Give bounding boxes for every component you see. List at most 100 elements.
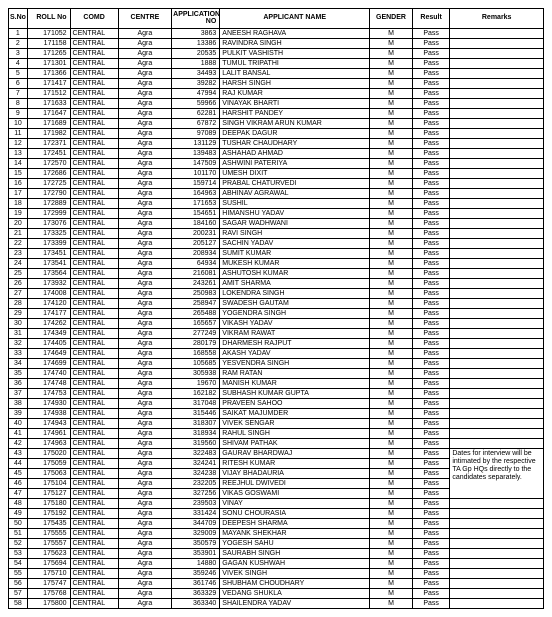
cell-app: 171653 — [172, 198, 220, 208]
table-row: 3171265CENTRALAgra20535PULKIT VASHISTHMP… — [9, 48, 544, 58]
cell-centre: Agra — [118, 338, 172, 348]
cell-gender: M — [370, 488, 413, 498]
cell-gender: M — [370, 148, 413, 158]
header-app: APPLICATION NO — [172, 9, 220, 29]
cell-gender: M — [370, 268, 413, 278]
cell-roll: 172889 — [27, 198, 70, 208]
cell-gender: M — [370, 328, 413, 338]
cell-name: YOGESH SAHU — [220, 538, 370, 548]
cell-remarks — [450, 258, 544, 268]
cell-comd: CENTRAL — [70, 208, 118, 218]
cell-gender: M — [370, 58, 413, 68]
cell-app: 265488 — [172, 308, 220, 318]
cell-centre: Agra — [118, 188, 172, 198]
cell-sno: 52 — [9, 538, 28, 548]
cell-sno: 40 — [9, 418, 28, 428]
table-row: 51175555CENTRALAgra329009MAYANK SHEKHARM… — [9, 528, 544, 538]
table-row: 50175435CENTRALAgra344709DEEPESH SHARMAM… — [9, 518, 544, 528]
cell-gender: M — [370, 318, 413, 328]
cell-app: 165657 — [172, 318, 220, 328]
cell-result: Pass — [412, 208, 449, 218]
cell-sno: 54 — [9, 558, 28, 568]
cell-comd: CENTRAL — [70, 268, 118, 278]
cell-roll: 171265 — [27, 48, 70, 58]
cell-comd: CENTRAL — [70, 368, 118, 378]
cell-remarks — [450, 278, 544, 288]
cell-result: Pass — [412, 518, 449, 528]
cell-app: 327256 — [172, 488, 220, 498]
table-row: 18172889CENTRALAgra171653SUSHILMPass — [9, 198, 544, 208]
cell-sno: 22 — [9, 238, 28, 248]
cell-roll: 174008 — [27, 288, 70, 298]
cell-centre: Agra — [118, 518, 172, 528]
cell-app: 34493 — [172, 68, 220, 78]
table-row: 55175710CENTRALAgra359246VIVEK SINGHMPas… — [9, 568, 544, 578]
cell-roll: 174963 — [27, 438, 70, 448]
cell-centre: Agra — [118, 308, 172, 318]
cell-centre: Agra — [118, 378, 172, 388]
cell-roll: 171158 — [27, 38, 70, 48]
cell-app: 319560 — [172, 438, 220, 448]
table-row: 53175623CENTRALAgra353901SAURABH SINGHMP… — [9, 548, 544, 558]
cell-roll: 175063 — [27, 468, 70, 478]
cell-centre: Agra — [118, 588, 172, 598]
cell-gender: M — [370, 288, 413, 298]
cell-app: 361746 — [172, 578, 220, 588]
cell-remarks — [450, 508, 544, 518]
cell-result: Pass — [412, 108, 449, 118]
cell-app: 205127 — [172, 238, 220, 248]
cell-sno: 57 — [9, 588, 28, 598]
cell-comd: CENTRAL — [70, 558, 118, 568]
cell-sno: 25 — [9, 268, 28, 278]
cell-gender: M — [370, 138, 413, 148]
cell-name: VIKASH YADAV — [220, 318, 370, 328]
cell-result: Pass — [412, 138, 449, 148]
cell-sno: 39 — [9, 408, 28, 418]
cell-name: RAM RATAN — [220, 368, 370, 378]
table-row: 10171689CENTRALAgra67872SINGH VIKRAM ARU… — [9, 118, 544, 128]
cell-sno: 30 — [9, 318, 28, 328]
cell-result: Pass — [412, 468, 449, 478]
cell-app: 47994 — [172, 88, 220, 98]
table-row: 1171052CENTRALAgra3863ANEESH RAGHAVAMPas… — [9, 28, 544, 38]
cell-remarks — [450, 148, 544, 158]
cell-app: 20535 — [172, 48, 220, 58]
cell-app: 329009 — [172, 528, 220, 538]
cell-app: 184160 — [172, 218, 220, 228]
cell-result: Pass — [412, 308, 449, 318]
cell-name: YOGENDRA SINGH — [220, 308, 370, 318]
cell-app: 139483 — [172, 148, 220, 158]
cell-centre: Agra — [118, 348, 172, 358]
table-row: 43175020CENTRALAgra322483GAURAV BHARDWAJ… — [9, 448, 544, 458]
cell-centre: Agra — [118, 238, 172, 248]
cell-remarks — [450, 538, 544, 548]
cell-roll: 174930 — [27, 398, 70, 408]
cell-comd: CENTRAL — [70, 298, 118, 308]
cell-remarks — [450, 38, 544, 48]
cell-result: Pass — [412, 538, 449, 548]
cell-sno: 20 — [9, 218, 28, 228]
cell-roll: 171647 — [27, 108, 70, 118]
header-sno: S.No — [9, 9, 28, 29]
cell-name: SUMIT KUMAR — [220, 248, 370, 258]
header-name: APPLICANT NAME — [220, 9, 370, 29]
cell-centre: Agra — [118, 88, 172, 98]
cell-centre: Agra — [118, 418, 172, 428]
cell-centre: Agra — [118, 198, 172, 208]
table-row: 52175557CENTRALAgra350579YOGESH SAHUMPas… — [9, 538, 544, 548]
cell-centre: Agra — [118, 78, 172, 88]
cell-result: Pass — [412, 78, 449, 88]
cell-app: 363329 — [172, 588, 220, 598]
cell-remarks — [450, 568, 544, 578]
cell-result: Pass — [412, 238, 449, 248]
cell-gender: M — [370, 348, 413, 358]
cell-name: SAGAR WADHWANI — [220, 218, 370, 228]
cell-sno: 23 — [9, 248, 28, 258]
cell-gender: M — [370, 498, 413, 508]
cell-centre: Agra — [118, 168, 172, 178]
cell-name: TUSHAR CHAUDHARY — [220, 138, 370, 148]
cell-app: 216081 — [172, 268, 220, 278]
cell-roll: 174405 — [27, 338, 70, 348]
cell-comd: CENTRAL — [70, 408, 118, 418]
cell-gender: M — [370, 458, 413, 468]
